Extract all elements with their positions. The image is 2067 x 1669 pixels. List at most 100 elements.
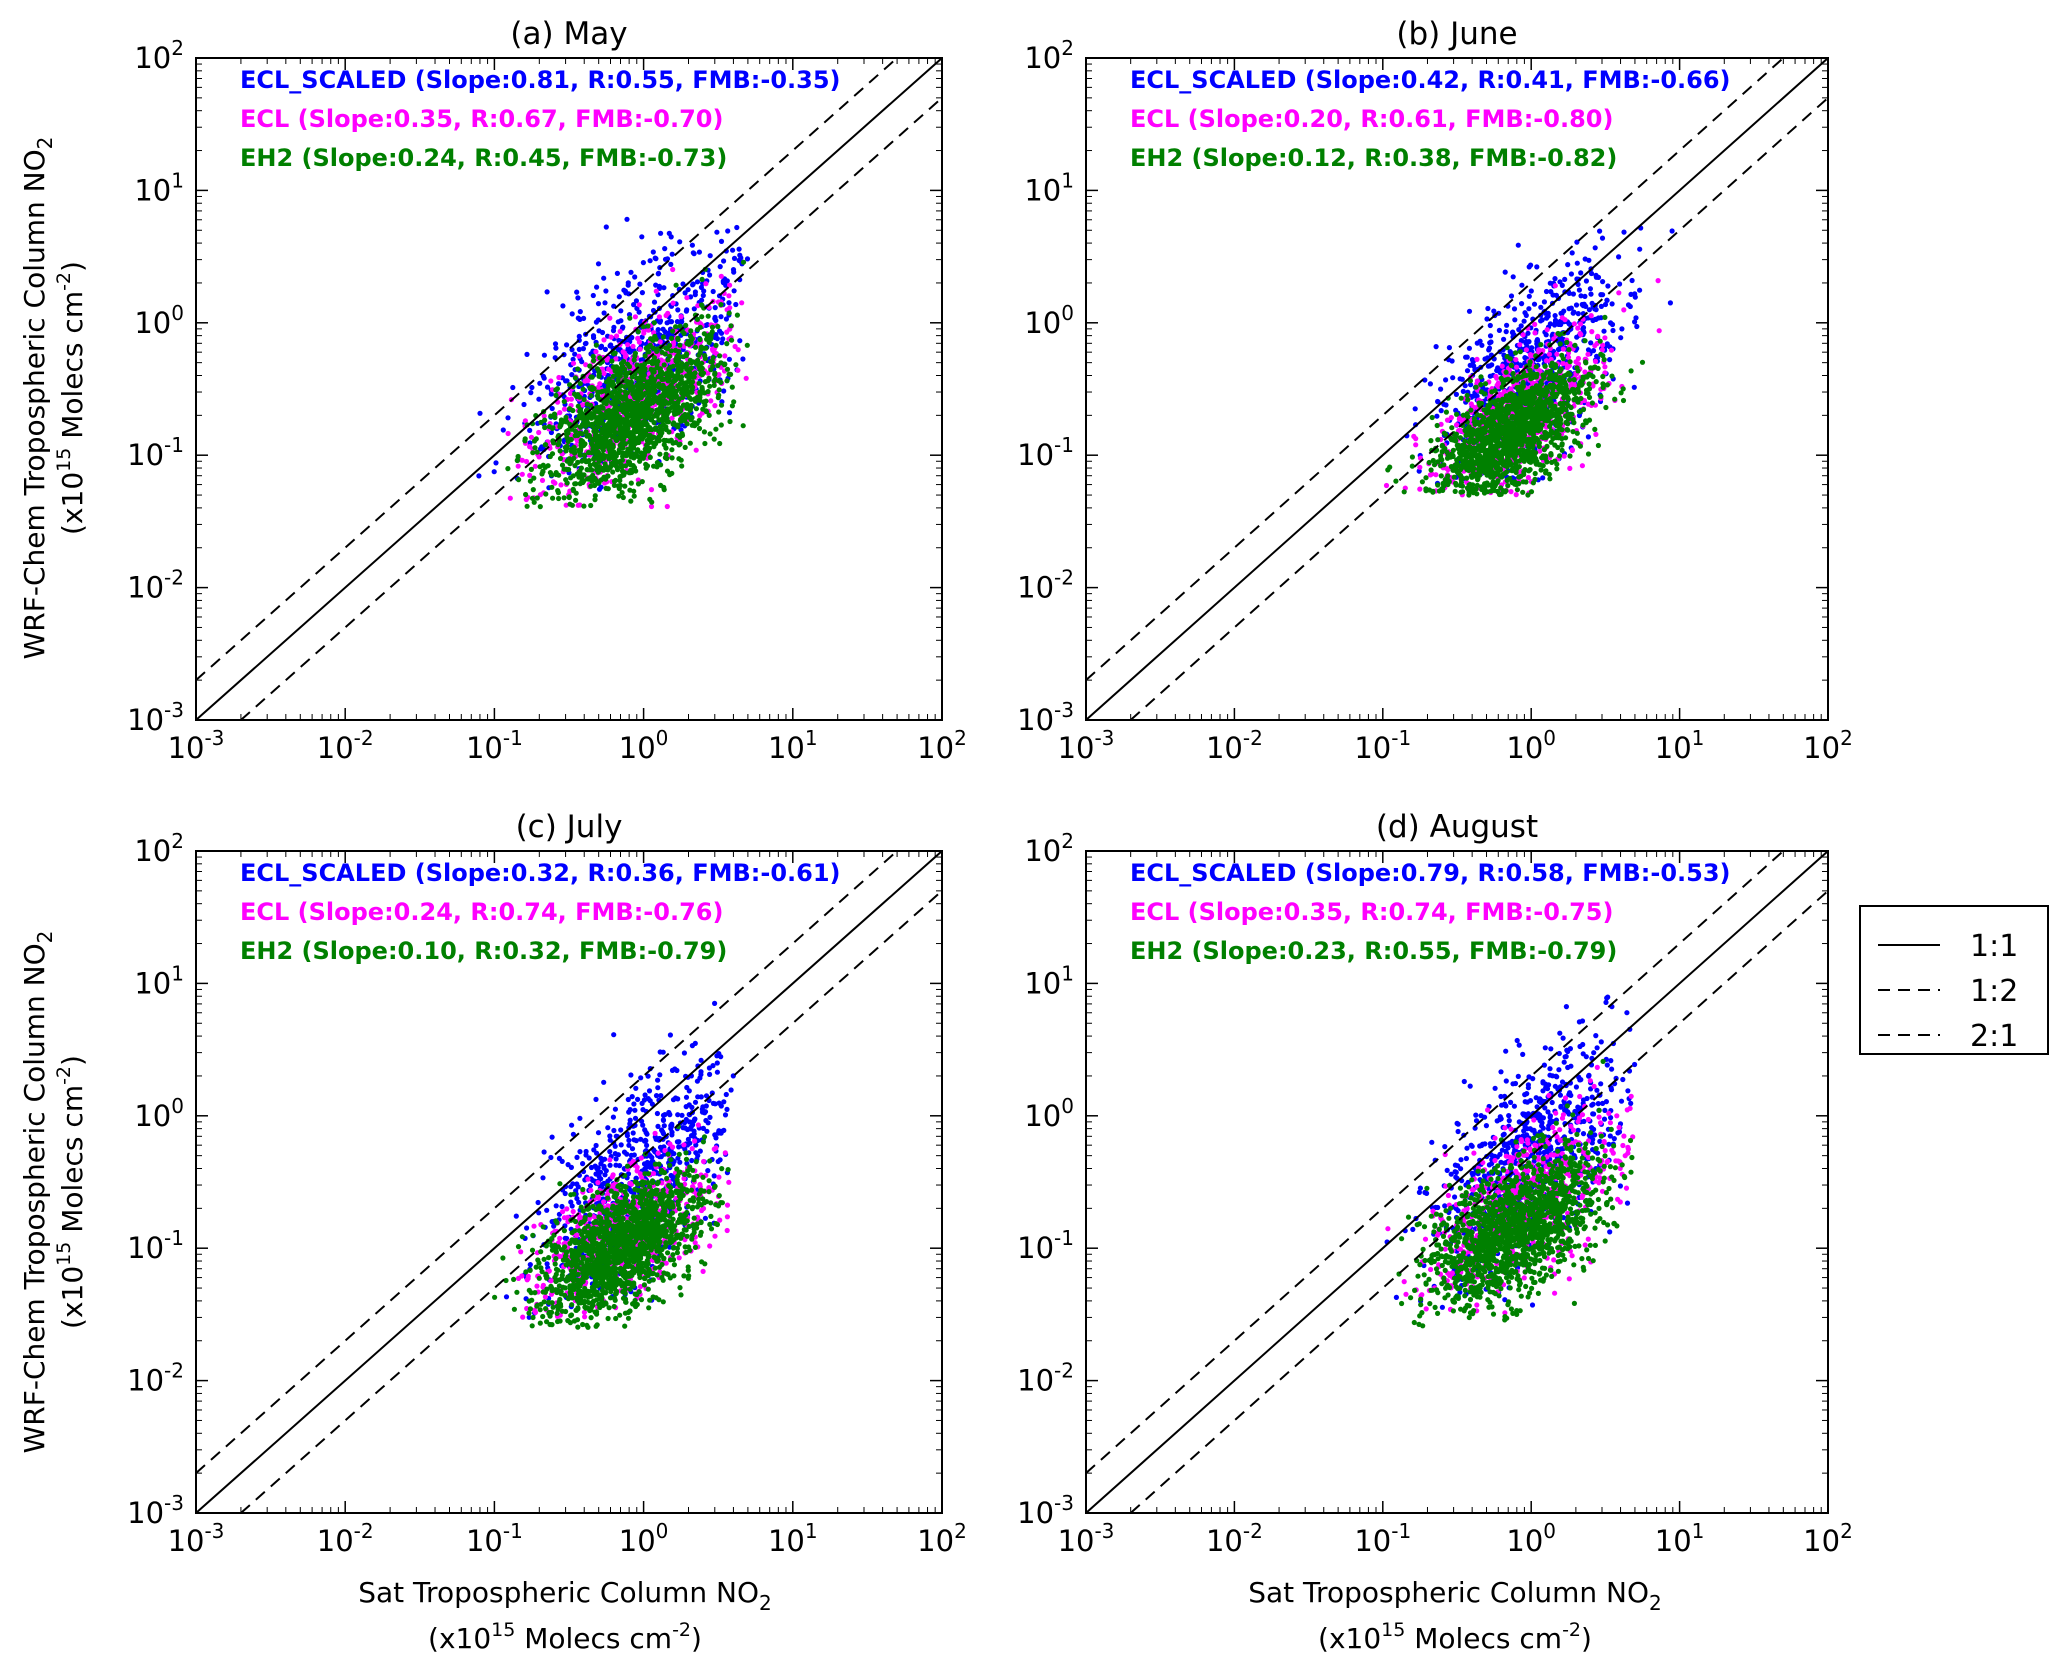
data-point (677, 239, 683, 245)
data-point (623, 453, 630, 459)
data-point (1457, 376, 1463, 382)
data-point (729, 337, 735, 343)
data-point (1449, 358, 1455, 364)
data-point (1526, 306, 1532, 312)
data-point (697, 394, 703, 400)
data-point (1541, 299, 1547, 305)
data-point (587, 462, 593, 468)
data-point (651, 463, 657, 469)
data-point (641, 433, 647, 439)
data-point (661, 362, 667, 368)
data-point (620, 445, 626, 451)
data-point (739, 300, 745, 306)
data-point (559, 462, 566, 468)
data-point (678, 418, 684, 424)
data-point (602, 427, 608, 433)
data-point (610, 469, 616, 475)
data-point (647, 258, 653, 264)
data-point (635, 397, 641, 403)
data-point (500, 427, 506, 433)
data-point (1464, 354, 1470, 360)
data-point (1565, 262, 1571, 268)
data-point (1580, 303, 1586, 309)
data-point (1417, 464, 1423, 470)
data-point (1595, 442, 1601, 449)
data-point (663, 345, 669, 351)
data-point (666, 390, 673, 396)
data-point (617, 458, 623, 465)
data-point (699, 365, 705, 371)
data-point (1637, 287, 1643, 293)
data-point (530, 450, 536, 456)
data-point (1578, 270, 1584, 276)
data-point (510, 384, 516, 391)
data-point (699, 314, 705, 320)
data-point (1531, 301, 1538, 307)
data-point (539, 477, 546, 483)
data-point (687, 440, 693, 446)
data-point (664, 503, 670, 510)
data-point (1509, 330, 1516, 336)
data-point (665, 357, 671, 363)
data-point (592, 446, 598, 452)
data-point (709, 324, 716, 330)
data-point (682, 391, 689, 397)
data-point (618, 365, 624, 372)
data-point (653, 288, 659, 294)
data-point (575, 459, 581, 465)
data-point (669, 455, 675, 461)
data-point (598, 389, 604, 395)
data-point (515, 453, 521, 460)
data-point (1453, 391, 1459, 397)
data-point (661, 487, 667, 493)
data-point (594, 284, 600, 290)
data-point (1503, 329, 1509, 335)
data-point (1438, 386, 1444, 392)
data-point (632, 353, 638, 359)
data-point (1556, 321, 1562, 327)
data-point (1609, 301, 1615, 307)
data-point (658, 482, 664, 488)
data-point (625, 346, 631, 352)
data-point (590, 353, 596, 360)
data-point (606, 376, 612, 382)
data-point (657, 318, 664, 324)
data-point (1564, 426, 1570, 433)
data-point (1478, 374, 1484, 380)
data-point (529, 495, 536, 501)
data-point (669, 415, 675, 421)
data-point (640, 260, 647, 266)
data-point (1574, 260, 1580, 266)
data-point (568, 458, 574, 464)
data-point (1525, 474, 1531, 481)
data-point (728, 323, 734, 329)
data-point (712, 403, 718, 409)
data-point (1527, 352, 1533, 358)
data-point (1669, 228, 1675, 234)
data-point (622, 483, 628, 489)
data-point (1632, 319, 1638, 325)
data-point (1478, 382, 1484, 388)
data-point (660, 386, 666, 392)
data-point (665, 419, 672, 425)
data-point (708, 336, 714, 342)
data-point (659, 417, 665, 423)
data-point (625, 382, 632, 388)
data-point (1471, 363, 1477, 369)
data-point (605, 387, 611, 393)
data-point (550, 495, 556, 501)
data-point (641, 404, 648, 410)
data-point (590, 333, 597, 339)
data-point (1547, 476, 1553, 482)
data-point (589, 386, 595, 393)
data-point (705, 313, 711, 319)
data-point (689, 383, 695, 390)
data-point (1552, 317, 1559, 323)
data-point (1540, 348, 1546, 354)
data-point (1578, 332, 1584, 338)
data-point (527, 478, 534, 484)
data-point (639, 290, 646, 296)
data-point (1518, 323, 1524, 329)
data-point (1600, 279, 1606, 285)
data-point (692, 292, 698, 298)
